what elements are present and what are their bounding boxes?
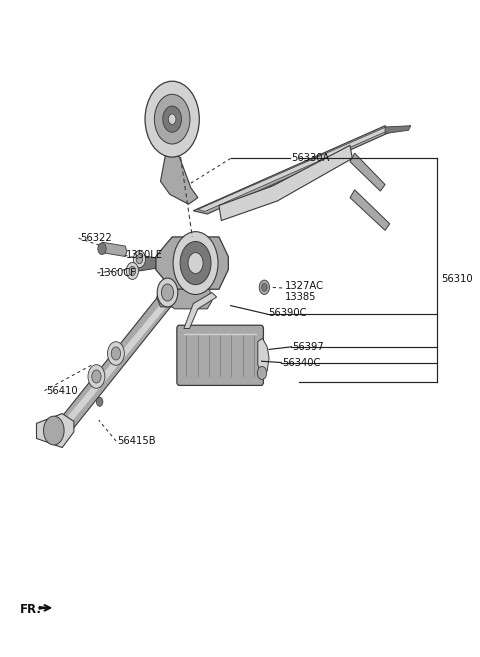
- Circle shape: [88, 365, 105, 388]
- Circle shape: [136, 254, 143, 263]
- Text: 56310: 56310: [441, 275, 473, 284]
- Polygon shape: [156, 237, 228, 289]
- Text: 13385: 13385: [285, 292, 316, 302]
- Text: 56390C: 56390C: [268, 308, 307, 319]
- Text: 56340C: 56340C: [282, 357, 321, 367]
- Polygon shape: [198, 127, 389, 212]
- Circle shape: [257, 367, 267, 380]
- Text: 56397: 56397: [292, 342, 324, 351]
- Circle shape: [168, 114, 176, 124]
- Circle shape: [163, 106, 181, 132]
- Circle shape: [155, 95, 190, 144]
- Circle shape: [262, 283, 267, 291]
- Circle shape: [129, 266, 136, 275]
- Polygon shape: [160, 156, 198, 204]
- Text: 56322: 56322: [80, 233, 112, 243]
- Circle shape: [111, 347, 120, 360]
- Polygon shape: [39, 606, 52, 610]
- Text: 1327AC: 1327AC: [285, 281, 324, 291]
- Polygon shape: [57, 294, 175, 433]
- Circle shape: [161, 284, 174, 301]
- Text: 56410: 56410: [46, 386, 77, 396]
- Polygon shape: [102, 242, 127, 256]
- Text: FR.: FR.: [20, 603, 42, 616]
- Circle shape: [98, 243, 106, 254]
- Text: 1350LE: 1350LE: [125, 250, 162, 260]
- Circle shape: [188, 252, 203, 273]
- Polygon shape: [219, 145, 352, 221]
- Text: 56415B: 56415B: [118, 436, 156, 446]
- FancyBboxPatch shape: [177, 325, 264, 386]
- Circle shape: [173, 232, 218, 294]
- Circle shape: [126, 262, 139, 279]
- Polygon shape: [53, 290, 177, 436]
- Polygon shape: [165, 289, 212, 309]
- Circle shape: [96, 397, 103, 406]
- Text: 56330A: 56330A: [291, 153, 330, 164]
- Polygon shape: [36, 413, 74, 447]
- Polygon shape: [184, 292, 216, 328]
- Circle shape: [180, 242, 211, 284]
- Circle shape: [259, 280, 269, 294]
- Polygon shape: [136, 255, 156, 271]
- Polygon shape: [193, 125, 390, 214]
- Polygon shape: [385, 125, 411, 133]
- Polygon shape: [350, 190, 390, 231]
- Circle shape: [133, 251, 145, 267]
- Circle shape: [92, 370, 101, 383]
- Polygon shape: [157, 286, 178, 307]
- Circle shape: [108, 342, 124, 365]
- Circle shape: [157, 278, 178, 307]
- Polygon shape: [258, 338, 269, 373]
- Text: 1360CF: 1360CF: [99, 268, 137, 278]
- Polygon shape: [350, 153, 385, 191]
- Circle shape: [44, 416, 64, 445]
- Circle shape: [145, 81, 199, 157]
